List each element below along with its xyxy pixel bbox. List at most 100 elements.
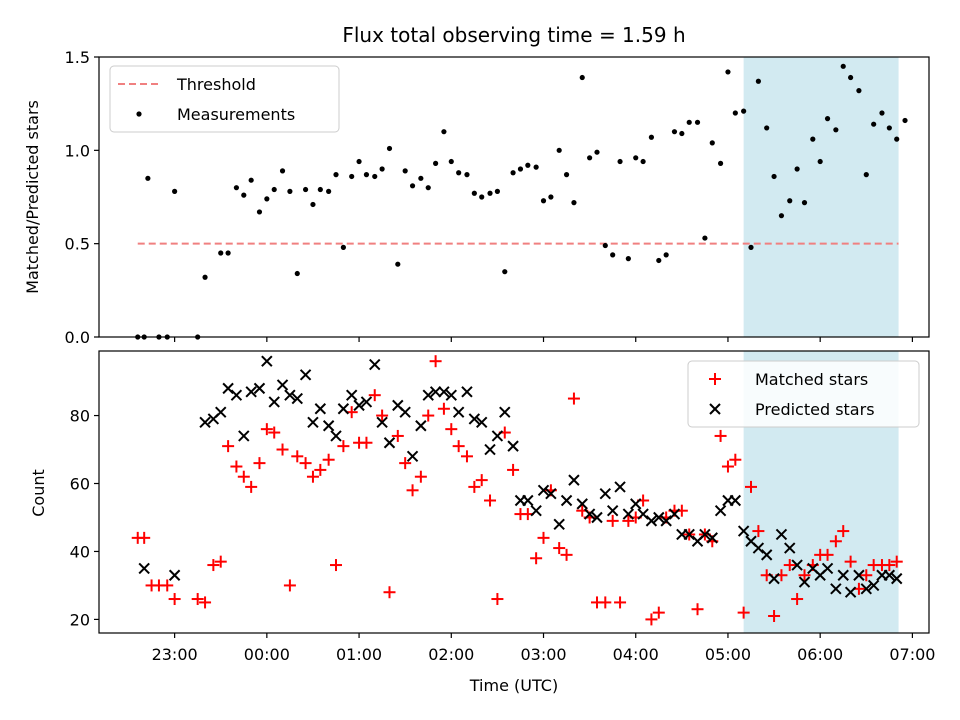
predicted-star-point (268, 396, 280, 408)
predicted-star-point (699, 528, 711, 541)
matched-star-point (798, 569, 811, 582)
bottom-legend: Matched stars Predicted stars (687, 360, 920, 428)
x-tick-label: 06:00 (797, 645, 843, 664)
measurement-point (441, 129, 447, 135)
measurement-point (225, 250, 231, 256)
measurement-point (810, 136, 816, 142)
measurement-point (833, 127, 839, 133)
predicted-star-point (576, 498, 588, 510)
predicted-star-point (891, 572, 903, 585)
predicted-star-point (775, 528, 788, 541)
measurement-point (302, 186, 309, 193)
matched-star-point (883, 559, 896, 572)
measurement-point (386, 145, 393, 152)
measurement-point (579, 74, 585, 81)
predicted-star-point (376, 416, 388, 429)
predicted-star-point (261, 355, 273, 367)
predicted-star-point (568, 474, 580, 486)
measurement-point (241, 192, 247, 198)
matched-star-point (276, 443, 289, 456)
measurement-point (395, 261, 401, 267)
measurement-point (610, 252, 616, 258)
y-tick-label: 20 (70, 610, 90, 629)
bottom-x-ticks: 23:00 00:00 01:00 02:00 03:00 04:00 05:00 06:00… (152, 633, 935, 664)
matched-star-point (844, 555, 857, 568)
measurement-point (287, 188, 293, 194)
matched-star-point (168, 593, 181, 606)
measurement-point (218, 250, 224, 256)
measurement-point (709, 140, 715, 146)
top-y-ticks: 0.0 0.5 1.0 1.5 (65, 48, 99, 347)
measurement-point (563, 172, 570, 178)
matched-star-point (429, 355, 442, 368)
predicted-star-point (714, 504, 727, 517)
predicted-star-point (222, 382, 234, 395)
measurement-point (525, 162, 531, 168)
matched-star-point (260, 423, 273, 436)
matched-star-point (222, 440, 235, 453)
predicted-star-point (591, 511, 603, 524)
matched-star-point (245, 480, 258, 493)
measurement-point (902, 117, 908, 124)
matched-star-point (829, 535, 842, 548)
predicted-star-point (545, 487, 557, 500)
legend-matched-label: Matched stars (755, 370, 868, 389)
measurement-point (640, 158, 646, 165)
measurement-point (894, 136, 900, 142)
top-axes-frame (98, 56, 930, 338)
predicted-star-point (299, 369, 312, 381)
measurement-point (487, 190, 493, 196)
predicted-star-point (468, 413, 481, 425)
measurement-point (379, 166, 385, 172)
matched-star-point (230, 460, 243, 473)
measurement-point (817, 158, 823, 165)
predicted-star-point (415, 420, 427, 432)
legend-threshold-label: Threshold (176, 75, 256, 94)
measurement-point (333, 172, 339, 178)
measurement-point (886, 125, 892, 131)
predicted-star-point (729, 494, 742, 507)
matched-star-point (314, 463, 327, 476)
x-tick-label: 07:00 (889, 645, 935, 664)
predicted-star-point (168, 569, 181, 581)
matched-star-point (299, 457, 312, 470)
measurement-point (594, 149, 600, 155)
matched-star-point (752, 525, 765, 538)
predicted-star-point (599, 487, 612, 500)
predicted-star-point (337, 403, 350, 415)
matched-star-point (745, 480, 758, 493)
measurement-point (502, 269, 508, 275)
predicted-star-point (614, 481, 626, 493)
matched-star-point (445, 423, 458, 436)
matched-star-point (821, 548, 834, 561)
measurement-point (517, 166, 524, 172)
x-tick-label: 05:00 (705, 645, 751, 664)
predicted-star-point (821, 562, 834, 575)
x-tick-label: 01:00 (336, 645, 382, 664)
matched-star-point (622, 514, 635, 527)
predicted-star-point (784, 542, 796, 554)
matched-star-point (783, 559, 796, 572)
measurement-point (725, 69, 731, 75)
matched-star-point (714, 429, 727, 442)
predicted-star-point (429, 386, 442, 398)
matched-star-point (860, 569, 873, 582)
measurement-point (356, 158, 362, 165)
measurement-point (264, 196, 270, 202)
predicted-star-point (476, 416, 488, 429)
x-axis-label: Time (UTC) (469, 676, 558, 695)
predicted-star-point (330, 430, 342, 442)
measurement-point (471, 190, 477, 196)
measurement-point (848, 74, 854, 81)
measurement-point (479, 194, 485, 200)
measurement-point (425, 185, 431, 191)
predicted-star-point (491, 430, 504, 442)
matched-star-point (191, 593, 204, 606)
predicted-star-point (499, 406, 511, 418)
measurement-point (587, 155, 593, 161)
predicted-star-point (406, 450, 419, 463)
matched-star-point (567, 392, 580, 405)
bottom-y-ticks: 20 40 60 80 (70, 407, 99, 629)
matched-star-point (507, 463, 520, 476)
